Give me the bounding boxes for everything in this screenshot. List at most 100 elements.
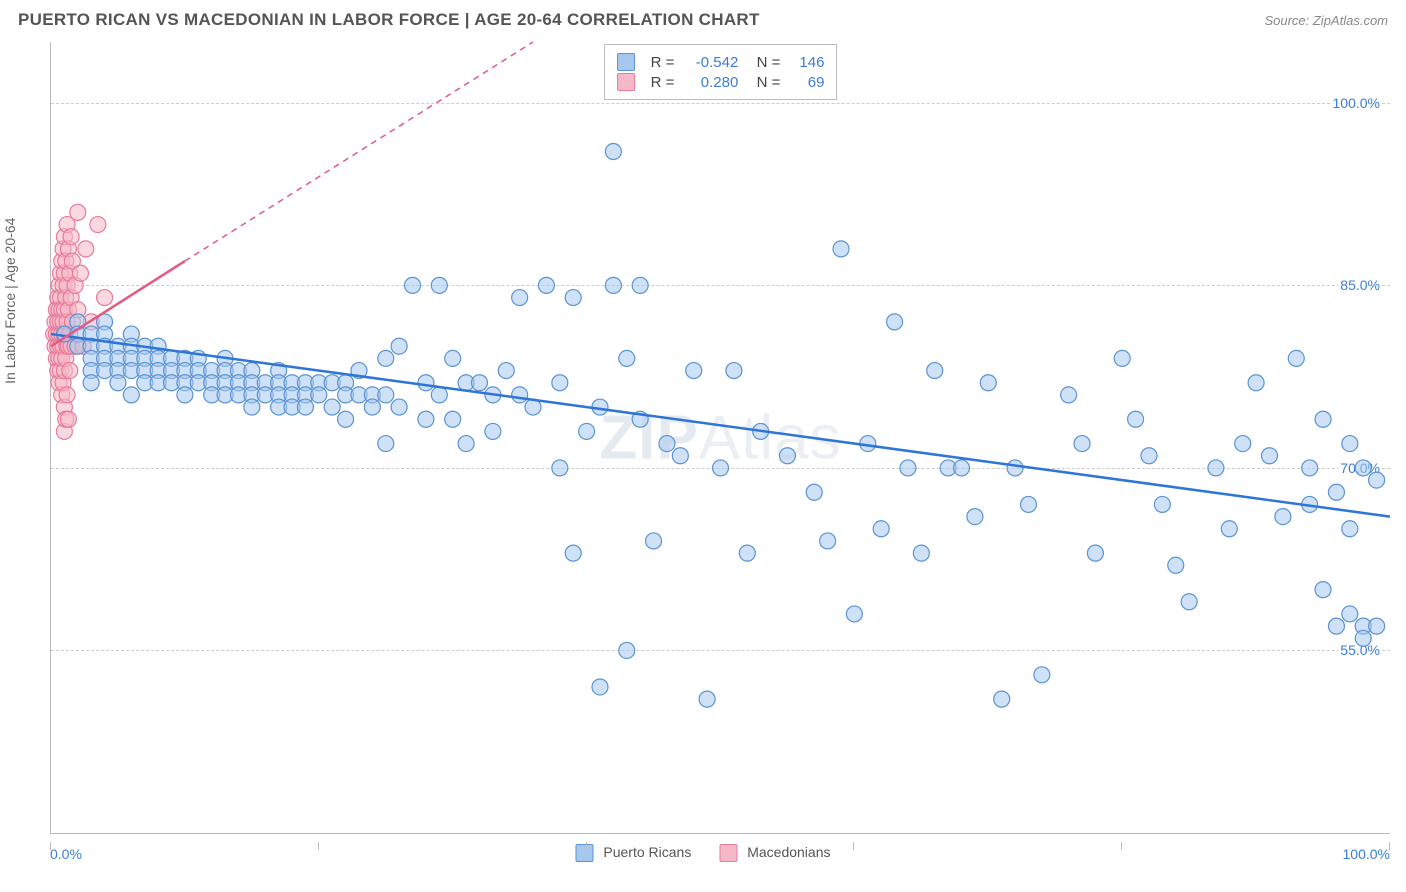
legend-item-pr: Puerto Ricans — [576, 844, 692, 862]
legend-r-mc: 0.280 — [682, 74, 738, 91]
data-point — [632, 277, 648, 293]
data-point — [431, 277, 447, 293]
data-point — [686, 363, 702, 379]
data-point — [62, 363, 78, 379]
legend-swatch-icon — [719, 844, 737, 862]
data-point — [405, 277, 421, 293]
data-point — [1369, 472, 1385, 488]
data-point — [579, 423, 595, 439]
x-max-label: 100.0% — [1343, 846, 1390, 862]
data-point — [1168, 557, 1184, 573]
data-point — [60, 411, 76, 427]
data-point — [538, 277, 554, 293]
data-point — [1221, 521, 1237, 537]
correlation-legend: R = -0.542 N = 146 R = 0.280 N = 69 — [604, 44, 838, 100]
legend-n-mc: 69 — [788, 74, 824, 91]
data-point — [431, 387, 447, 403]
data-point — [1034, 667, 1050, 683]
data-point — [1302, 460, 1318, 476]
data-point — [458, 436, 474, 452]
data-point — [820, 533, 836, 549]
data-point — [90, 217, 106, 233]
data-point — [806, 484, 822, 500]
data-point — [913, 545, 929, 561]
data-point — [324, 399, 340, 415]
legend-n-label: N = — [748, 74, 780, 91]
data-point — [1369, 618, 1385, 634]
data-point — [391, 399, 407, 415]
legend-row-pr: R = -0.542 N = 146 — [617, 53, 825, 71]
data-point — [297, 399, 313, 415]
data-point — [1181, 594, 1197, 610]
data-point — [471, 375, 487, 391]
legend-r-label: R = — [651, 54, 675, 71]
data-point — [59, 387, 75, 403]
data-point — [552, 375, 568, 391]
data-point — [445, 411, 461, 427]
x-tick — [1121, 842, 1122, 850]
x-tick — [1389, 842, 1390, 850]
data-point — [110, 375, 126, 391]
x-tick — [50, 842, 51, 850]
data-point — [78, 241, 94, 257]
data-point — [1355, 460, 1371, 476]
data-point — [1328, 484, 1344, 500]
data-point — [646, 533, 662, 549]
data-point — [873, 521, 889, 537]
data-point — [244, 399, 260, 415]
data-point — [70, 204, 86, 220]
data-point — [485, 423, 501, 439]
y-axis-label: In Labor Force | Age 20-64 — [2, 218, 18, 384]
data-point — [177, 387, 193, 403]
data-point — [1141, 448, 1157, 464]
data-point — [1261, 448, 1277, 464]
chart-title: PUERTO RICAN VS MACEDONIAN IN LABOR FORC… — [18, 10, 760, 30]
data-point — [1315, 411, 1331, 427]
data-point — [605, 144, 621, 160]
data-point — [1328, 618, 1344, 634]
data-point — [726, 363, 742, 379]
legend-swatch-icon — [576, 844, 594, 862]
data-point — [1248, 375, 1264, 391]
data-point — [1342, 606, 1358, 622]
data-point — [1128, 411, 1144, 427]
data-point — [63, 229, 79, 245]
data-point — [378, 387, 394, 403]
data-point — [565, 290, 581, 306]
data-point — [378, 436, 394, 452]
data-point — [378, 350, 394, 366]
legend-n-label: N = — [748, 54, 780, 71]
plot-area: ZIPAtlas R = -0.542 N = 146 R = 0.280 N … — [50, 42, 1390, 834]
data-point — [1208, 460, 1224, 476]
legend-r-label: R = — [651, 74, 675, 91]
data-point — [1342, 436, 1358, 452]
data-point — [739, 545, 755, 561]
data-point — [713, 460, 729, 476]
data-point — [967, 509, 983, 525]
legend-r-pr: -0.542 — [682, 54, 738, 71]
legend-label-mc: Macedonians — [747, 844, 830, 860]
data-point — [1020, 496, 1036, 512]
data-point — [619, 350, 635, 366]
data-point — [619, 642, 635, 658]
data-point — [1061, 387, 1077, 403]
series-legend: Puerto Ricans Macedonians — [576, 844, 831, 862]
data-point — [1114, 350, 1130, 366]
data-point — [565, 545, 581, 561]
data-point — [338, 411, 354, 427]
data-point — [887, 314, 903, 330]
data-point — [512, 387, 528, 403]
data-point — [445, 350, 461, 366]
data-point — [1154, 496, 1170, 512]
data-point — [418, 411, 434, 427]
data-point — [980, 375, 996, 391]
data-point — [1315, 582, 1331, 598]
data-point — [672, 448, 688, 464]
x-tick — [853, 842, 854, 850]
data-point — [927, 363, 943, 379]
data-point — [512, 290, 528, 306]
chart-area: In Labor Force | Age 20-64 ZIPAtlas R = … — [16, 42, 1390, 876]
data-point — [659, 436, 675, 452]
data-point — [1288, 350, 1304, 366]
data-point — [311, 387, 327, 403]
